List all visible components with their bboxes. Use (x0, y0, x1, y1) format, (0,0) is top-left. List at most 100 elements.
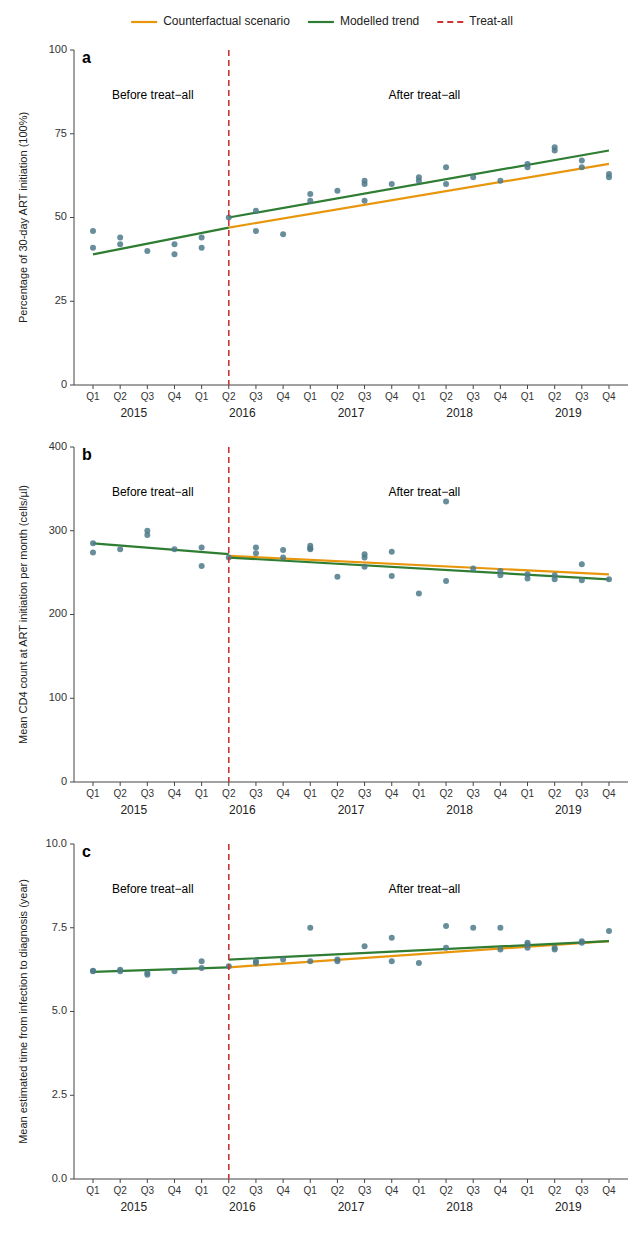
scatter-point (389, 573, 395, 579)
y-tick-label: 100 (49, 691, 67, 703)
scatter-point (171, 251, 177, 257)
scatter-point (606, 171, 612, 177)
x-tick (93, 1179, 94, 1183)
x-tick (120, 1179, 121, 1183)
legend-swatch (437, 21, 463, 23)
scatter-point (117, 967, 123, 973)
year-label: 2017 (338, 803, 365, 817)
x-tick (93, 385, 94, 389)
x-tick (500, 782, 501, 786)
x-tick-label: Q3 (141, 1185, 155, 1196)
x-tick-label: Q2 (439, 1185, 453, 1196)
x-tick (147, 782, 148, 786)
x-tick-label: Q3 (467, 1185, 481, 1196)
scatter-point (443, 498, 449, 504)
scatter-point (443, 945, 449, 951)
legend-swatch (308, 21, 334, 23)
scatter-point (334, 574, 340, 580)
y-tick (70, 1011, 74, 1012)
x-tick (310, 385, 311, 389)
x-tick (147, 385, 148, 389)
x-tick (228, 1179, 229, 1183)
scatter-point (253, 550, 259, 556)
plot-area (90, 447, 612, 782)
x-tick (147, 1179, 148, 1183)
scatter-point (362, 178, 368, 184)
year-label: 2016 (229, 803, 256, 817)
x-tick (391, 1179, 392, 1183)
x-tick (255, 385, 256, 389)
year-label: 2015 (120, 406, 147, 420)
y-tick (70, 614, 74, 615)
x-tick (337, 385, 338, 389)
scatter-point (525, 575, 531, 581)
scatter-point (497, 947, 503, 953)
background (0, 0, 644, 1239)
scatter-point (362, 551, 368, 557)
trend-line (229, 941, 609, 967)
x-tick (473, 1179, 474, 1183)
x-tick (554, 1179, 555, 1183)
x-tick-label: Q4 (276, 788, 290, 799)
x-tick (581, 1179, 582, 1183)
x-tick-label: Q4 (494, 788, 508, 799)
x-tick (581, 782, 582, 786)
x-tick (527, 1179, 528, 1183)
plot-area (90, 50, 612, 385)
x-tick (446, 385, 447, 389)
y-axis-label: Mean estimated time from infection to di… (17, 879, 29, 1144)
panel-label: b (82, 446, 92, 463)
scatter-point (552, 144, 558, 150)
scatter-point (552, 576, 558, 582)
y-tick (70, 1179, 74, 1180)
x-tick-label: Q2 (113, 788, 127, 799)
scatter-point (253, 958, 259, 964)
trend-line (229, 164, 609, 228)
y-tick (70, 1095, 74, 1096)
x-tick-label: Q4 (385, 1185, 399, 1196)
x-tick-label: Q4 (168, 1185, 182, 1196)
x-axis-line (74, 385, 628, 386)
scatter-point (579, 158, 585, 164)
annotation: Before treat−all (112, 485, 194, 499)
x-tick-label: Q4 (276, 1185, 290, 1196)
scatter-point (470, 565, 476, 571)
x-tick (174, 385, 175, 389)
scatter-point (280, 555, 286, 561)
x-tick-label: Q3 (249, 788, 263, 799)
year-label: 2017 (338, 406, 365, 420)
x-tick-label: Q2 (331, 391, 345, 402)
x-tick (473, 385, 474, 389)
x-tick (120, 782, 121, 786)
scatter-point (90, 968, 96, 974)
x-tick (228, 782, 229, 786)
y-tick-label: 5.0 (52, 1004, 67, 1016)
scatter-point (144, 528, 150, 534)
year-label: 2019 (555, 1200, 582, 1214)
x-tick (608, 782, 609, 786)
x-tick-label: Q3 (575, 391, 589, 402)
y-tick (70, 782, 74, 783)
x-tick (527, 385, 528, 389)
scatter-point (416, 178, 422, 184)
panel-label: a (82, 49, 91, 66)
scatter-point (606, 576, 612, 582)
scatter-point (253, 208, 259, 214)
x-tick (364, 1179, 365, 1183)
x-tick-label: Q3 (141, 788, 155, 799)
legend-label: Counterfactual scenario (163, 14, 290, 28)
year-label: 2018 (446, 1200, 473, 1214)
x-tick-label: Q3 (249, 391, 263, 402)
x-tick-label: Q2 (439, 391, 453, 402)
x-tick-label: Q1 (521, 788, 535, 799)
x-tick (93, 782, 94, 786)
scatter-point (389, 181, 395, 187)
y-tick (70, 927, 74, 928)
scatter-point (334, 188, 340, 194)
y-tick-label: 10.0 (46, 837, 67, 849)
x-tick (337, 782, 338, 786)
y-tick-label: 0 (61, 378, 67, 390)
x-tick-label: Q1 (195, 1185, 209, 1196)
x-tick-label: Q4 (494, 1185, 508, 1196)
x-tick (608, 385, 609, 389)
